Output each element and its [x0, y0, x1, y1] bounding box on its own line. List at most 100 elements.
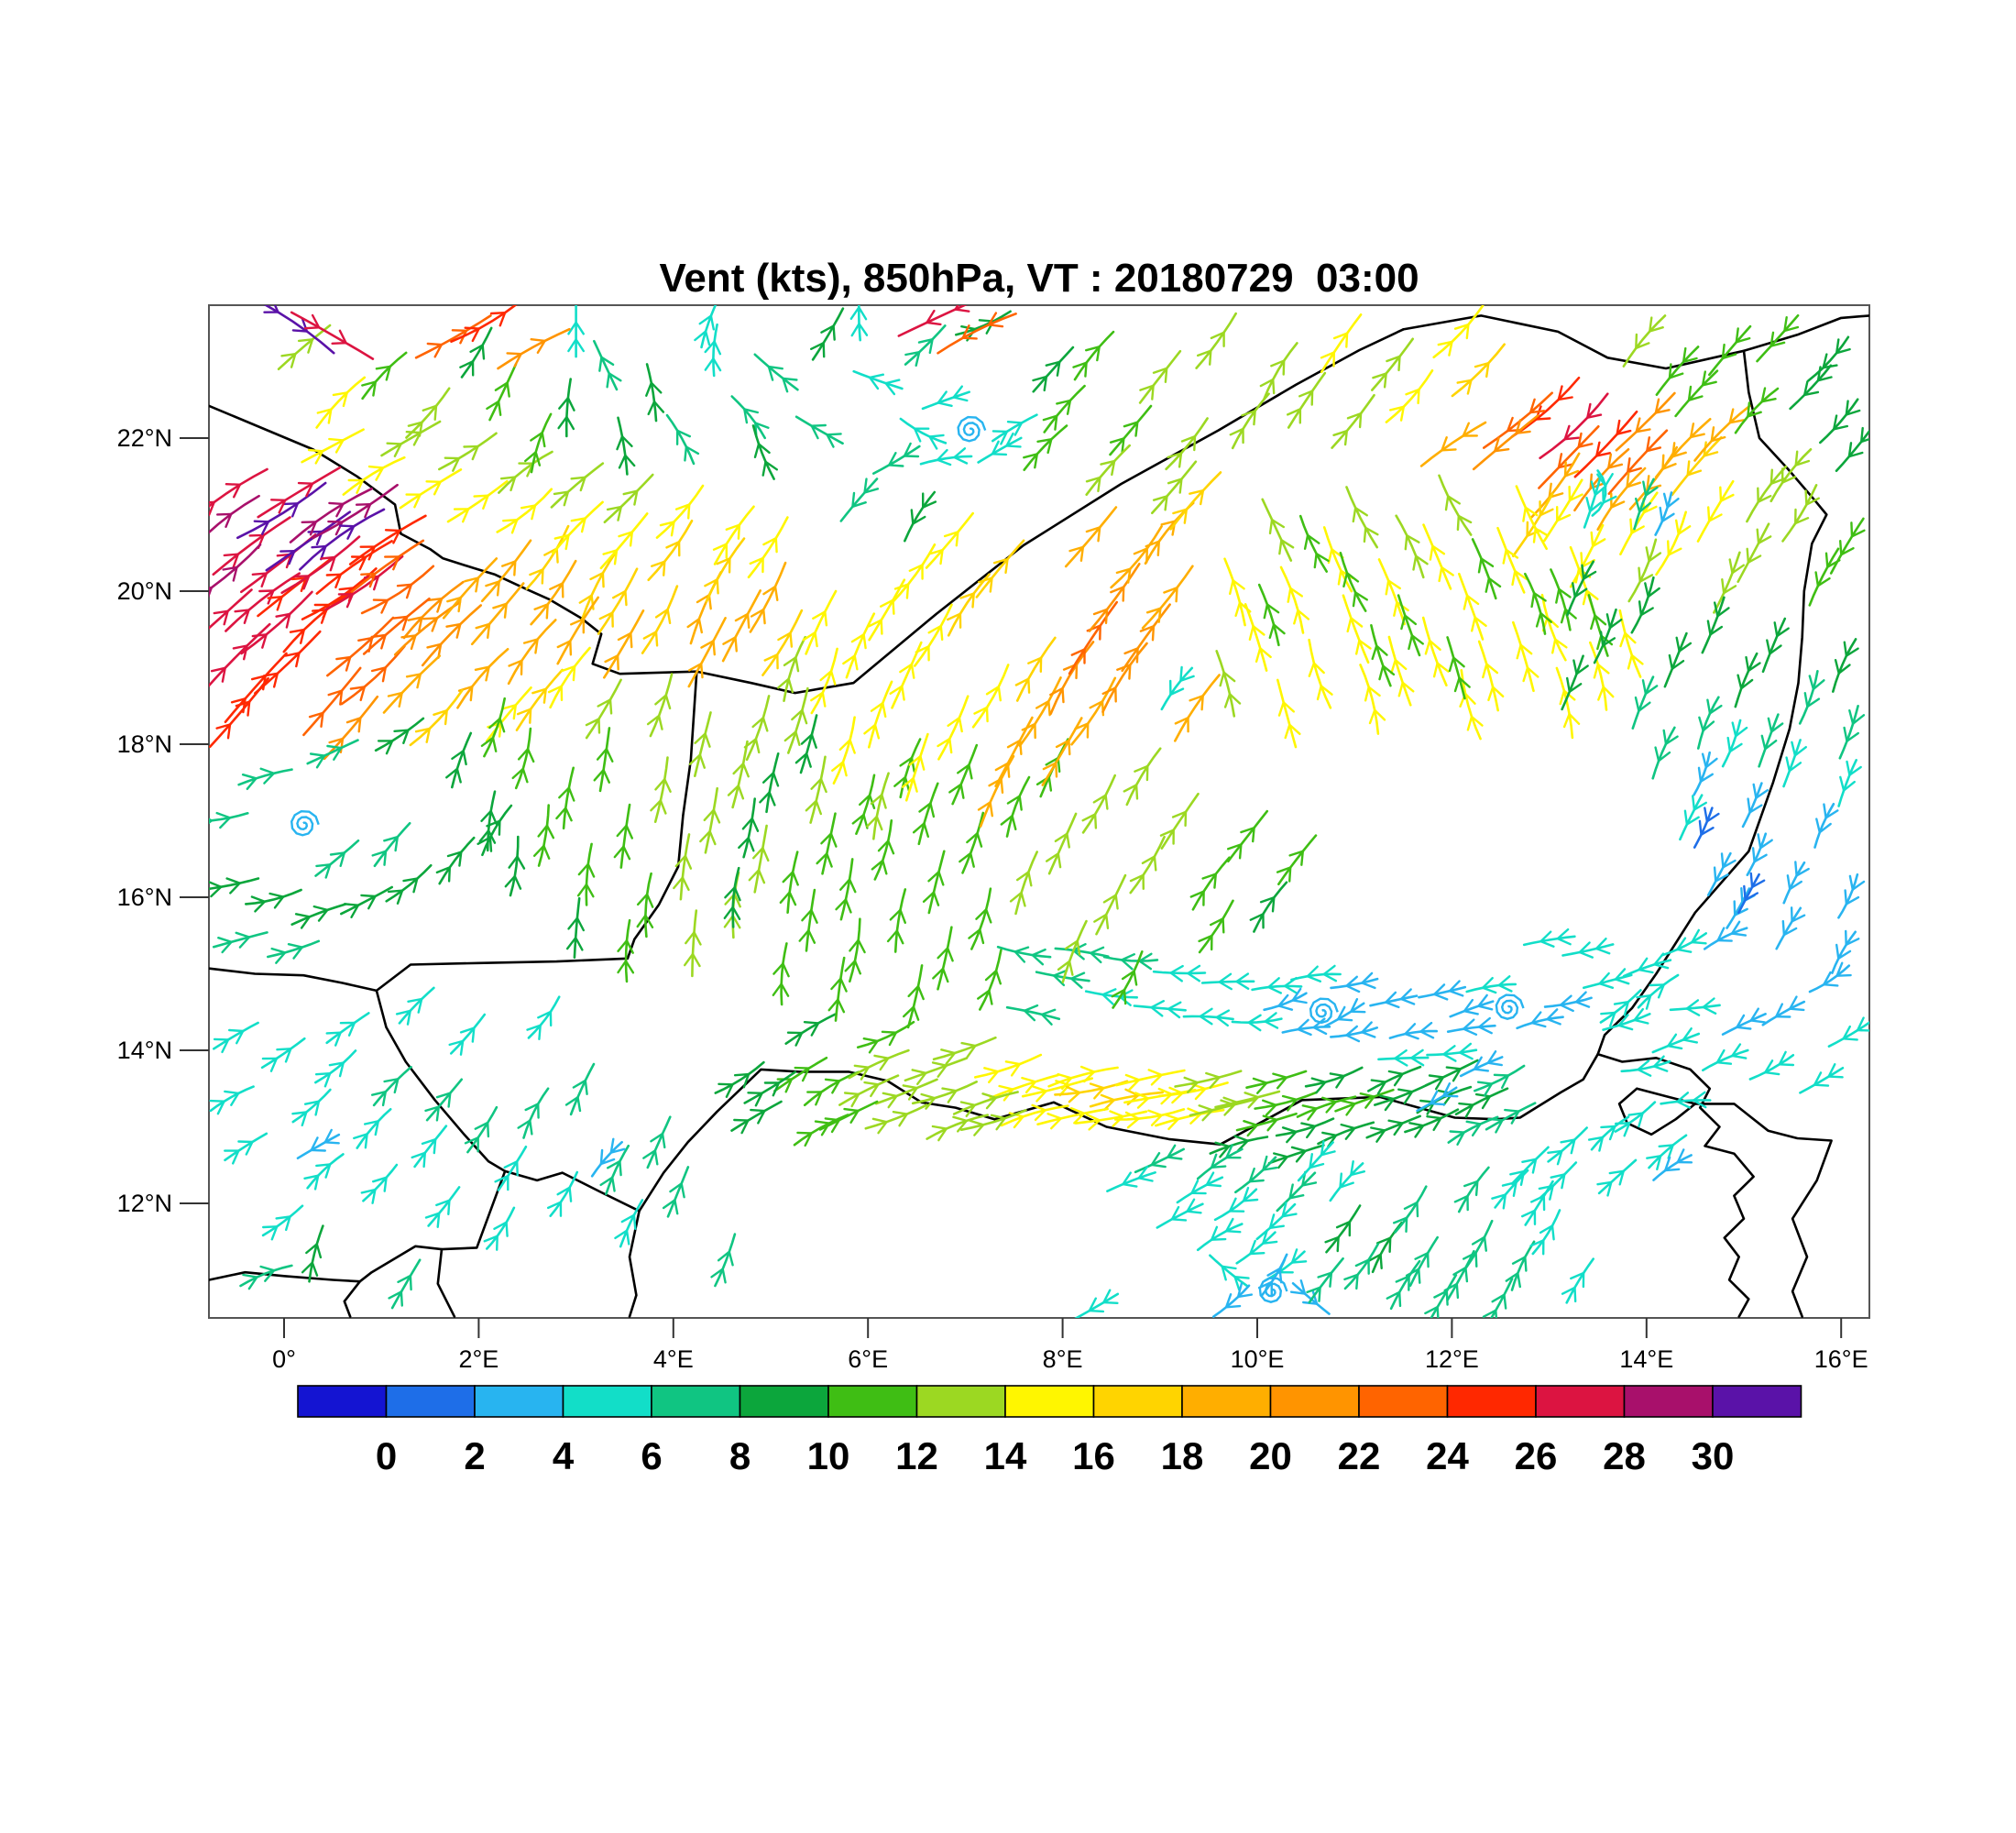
streamline [1244, 603, 1268, 672]
feather-tick [761, 847, 770, 862]
feather-tick [242, 1273, 258, 1279]
streamline [1325, 1204, 1362, 1254]
feather-tick [1205, 1183, 1222, 1188]
feather-tick [1481, 1095, 1492, 1110]
feather-tick [285, 553, 292, 569]
feather-tick [1582, 570, 1597, 580]
feather-tick [839, 977, 848, 993]
wind-barb [647, 519, 694, 582]
streamline [857, 305, 862, 342]
feather-tick [742, 1072, 751, 1089]
wind-barb [1093, 873, 1127, 936]
feather-tick [1494, 448, 1510, 453]
feather-tick [501, 704, 517, 710]
wind-barb [1018, 676, 1062, 748]
wind-barb [1245, 1070, 1308, 1094]
streamline [1734, 652, 1759, 708]
feather-tick [1247, 1021, 1262, 1032]
streamline [1539, 392, 1609, 460]
streamline [1591, 469, 1607, 517]
wind-barb [1808, 961, 1852, 993]
streamline [1516, 1015, 1564, 1030]
feather-tick [1268, 1224, 1286, 1230]
wind-barb [1009, 851, 1038, 916]
feather-tick [221, 666, 226, 683]
wind-barb [290, 311, 375, 360]
wind-barb [794, 415, 844, 448]
streamline [1196, 1147, 1244, 1180]
wind-barb [977, 754, 1015, 828]
feather-tick [721, 1268, 727, 1284]
feather-tick [1215, 1009, 1231, 1019]
feather-tick [1702, 1005, 1717, 1015]
wind-barb [616, 416, 636, 476]
feather-tick [1682, 1026, 1693, 1041]
feather-tick [1497, 983, 1513, 993]
feather-tick [322, 603, 330, 619]
wind-barb [723, 866, 741, 928]
feather-tick [826, 852, 833, 868]
feather-tick [1747, 662, 1761, 673]
feather-tick [733, 1072, 751, 1077]
feather-tick [1553, 638, 1568, 649]
wind-barb [1622, 314, 1667, 368]
feather-tick [1120, 952, 1136, 961]
streamline [786, 851, 799, 915]
wind-barb [477, 804, 513, 857]
vortex-spiral [957, 415, 987, 443]
wind-barb [485, 686, 532, 743]
streamline [1789, 364, 1833, 411]
feather-tick [750, 608, 765, 618]
feather-tick [1359, 1092, 1375, 1098]
feather-tick [1345, 1103, 1356, 1116]
feather-tick [1222, 1096, 1238, 1103]
feather-tick [396, 583, 413, 587]
feather-tick [1839, 775, 1846, 792]
feather-tick [1683, 809, 1689, 826]
feather-tick [1097, 526, 1101, 543]
feather-tick [475, 622, 491, 630]
feather-tick [287, 942, 303, 949]
feather-tick [703, 808, 716, 821]
feather-tick [927, 871, 940, 883]
feather-tick [731, 906, 741, 920]
streamline [1320, 313, 1363, 374]
feather-tick [987, 324, 1004, 328]
feather-tick [851, 501, 867, 508]
feather-tick [1210, 1165, 1227, 1169]
streamline [793, 1114, 849, 1147]
feather-tick [1652, 1055, 1665, 1068]
feather-tick [1634, 497, 1641, 513]
colorbar-segment [1535, 1385, 1626, 1418]
wind-barb [424, 1078, 464, 1122]
streamline [1070, 676, 1117, 746]
feather-tick [1000, 430, 1009, 445]
feather-tick [1635, 342, 1650, 350]
streamline [834, 956, 846, 1022]
wind-barb [1234, 1155, 1278, 1194]
feather-tick [1822, 364, 1838, 369]
wind-barb [1615, 391, 1676, 452]
wind-barb [1421, 616, 1450, 687]
streamline [1389, 1259, 1421, 1311]
feather-tick [334, 1031, 342, 1047]
feather-tick [1464, 1103, 1474, 1118]
feather-tick [285, 1215, 291, 1232]
feather-tick [1367, 1253, 1382, 1263]
wind-barb [891, 543, 937, 604]
wind-barb [1089, 1088, 1164, 1112]
feather-tick [931, 1125, 948, 1130]
feather-tick [1477, 1004, 1494, 1011]
feather-tick [1813, 1083, 1830, 1087]
colorbar-segment [1092, 1385, 1183, 1418]
feather-tick [383, 1176, 388, 1192]
feather-tick [625, 939, 634, 954]
feather-tick [315, 863, 332, 868]
feather-tick [597, 698, 612, 708]
feather-tick [750, 1108, 766, 1113]
streamline [974, 1053, 1043, 1079]
feather-tick [875, 815, 883, 831]
feather-tick [1555, 587, 1561, 604]
feather-tick [754, 422, 770, 429]
feather-tick [1445, 1066, 1462, 1070]
